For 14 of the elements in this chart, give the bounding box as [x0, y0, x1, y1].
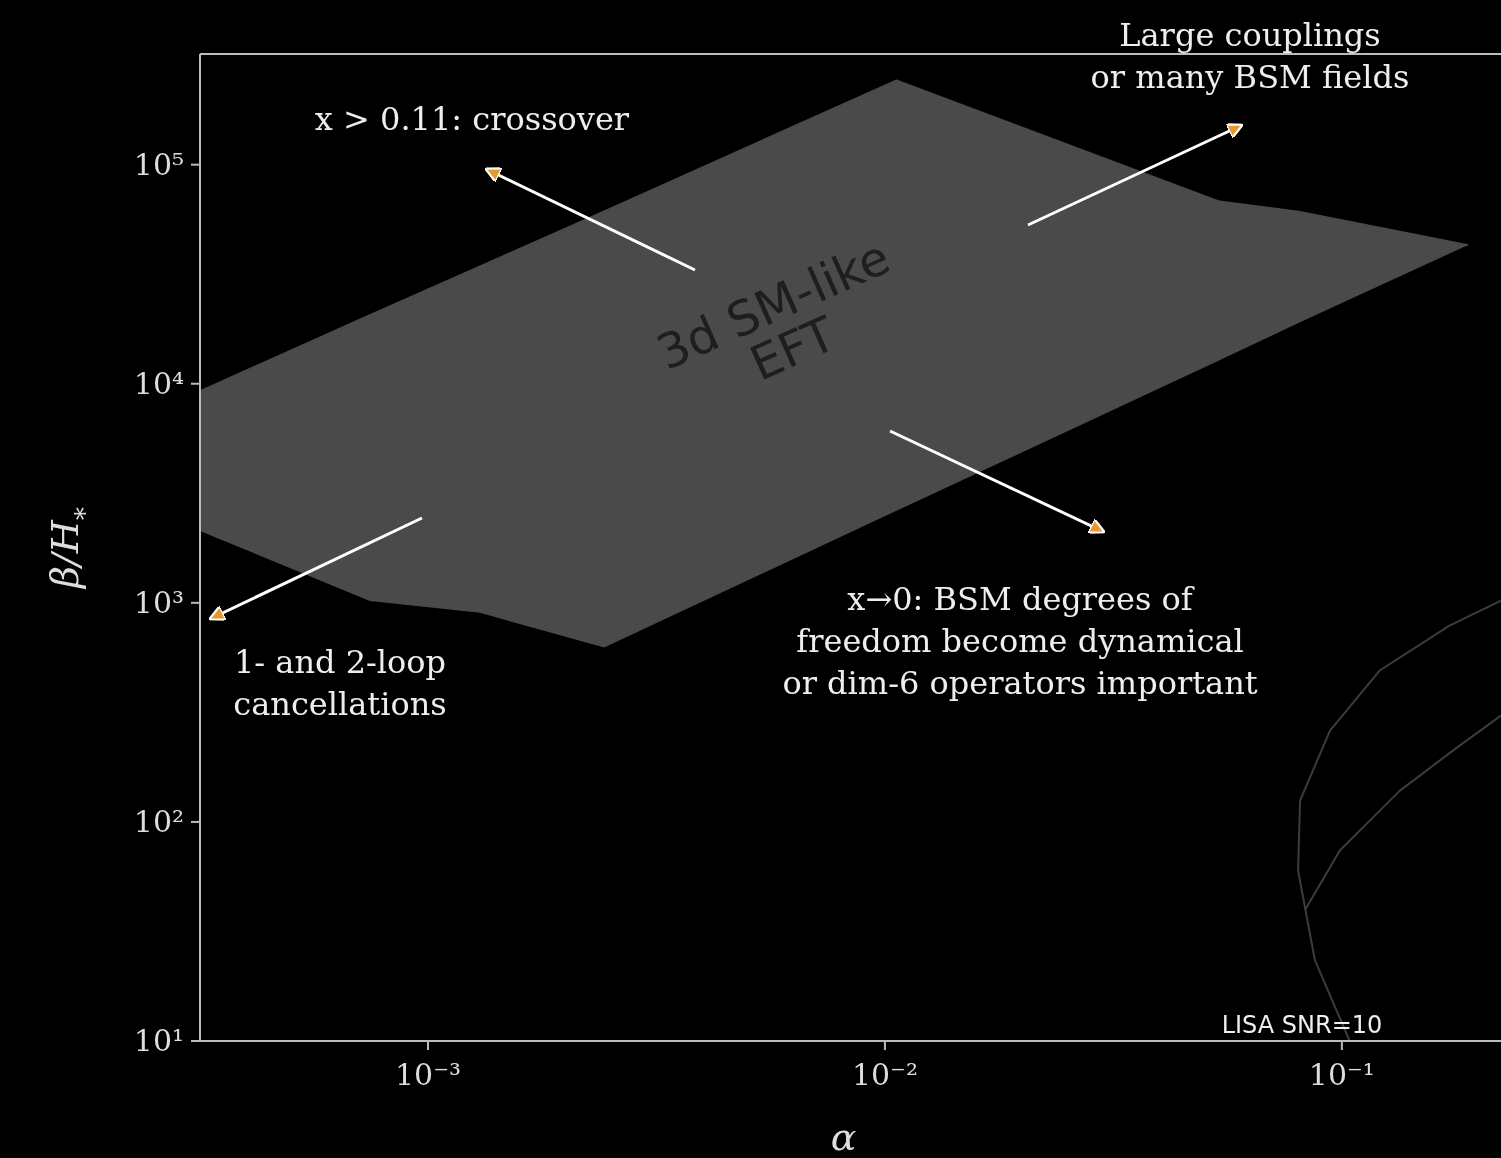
x-tick-label: 10⁻²	[851, 1057, 918, 1092]
y-tick-label: 10²	[133, 803, 184, 839]
annotation: LISA SNR=10	[1221, 1011, 1383, 1039]
y-tick-label: 10⁵	[133, 146, 184, 182]
y-tick-label: 10³	[133, 584, 184, 620]
x-tick-label: 10⁻³	[394, 1057, 462, 1092]
annotation: x > 0.11: crossover	[314, 100, 630, 138]
x-axis-title: α	[830, 1115, 857, 1158]
x-tick-label: 10⁻¹	[1308, 1057, 1375, 1092]
y-tick-label: 10¹	[133, 1023, 184, 1058]
annotation: x→0: BSM degrees of freedom become dynamical or dim-6 operators important	[782, 580, 1258, 702]
y-tick-label: 10⁴	[133, 365, 184, 401]
annotation: 1- and 2-loop cancellations	[233, 643, 447, 723]
annotation: Large couplings or many BSM fields	[1090, 16, 1410, 96]
